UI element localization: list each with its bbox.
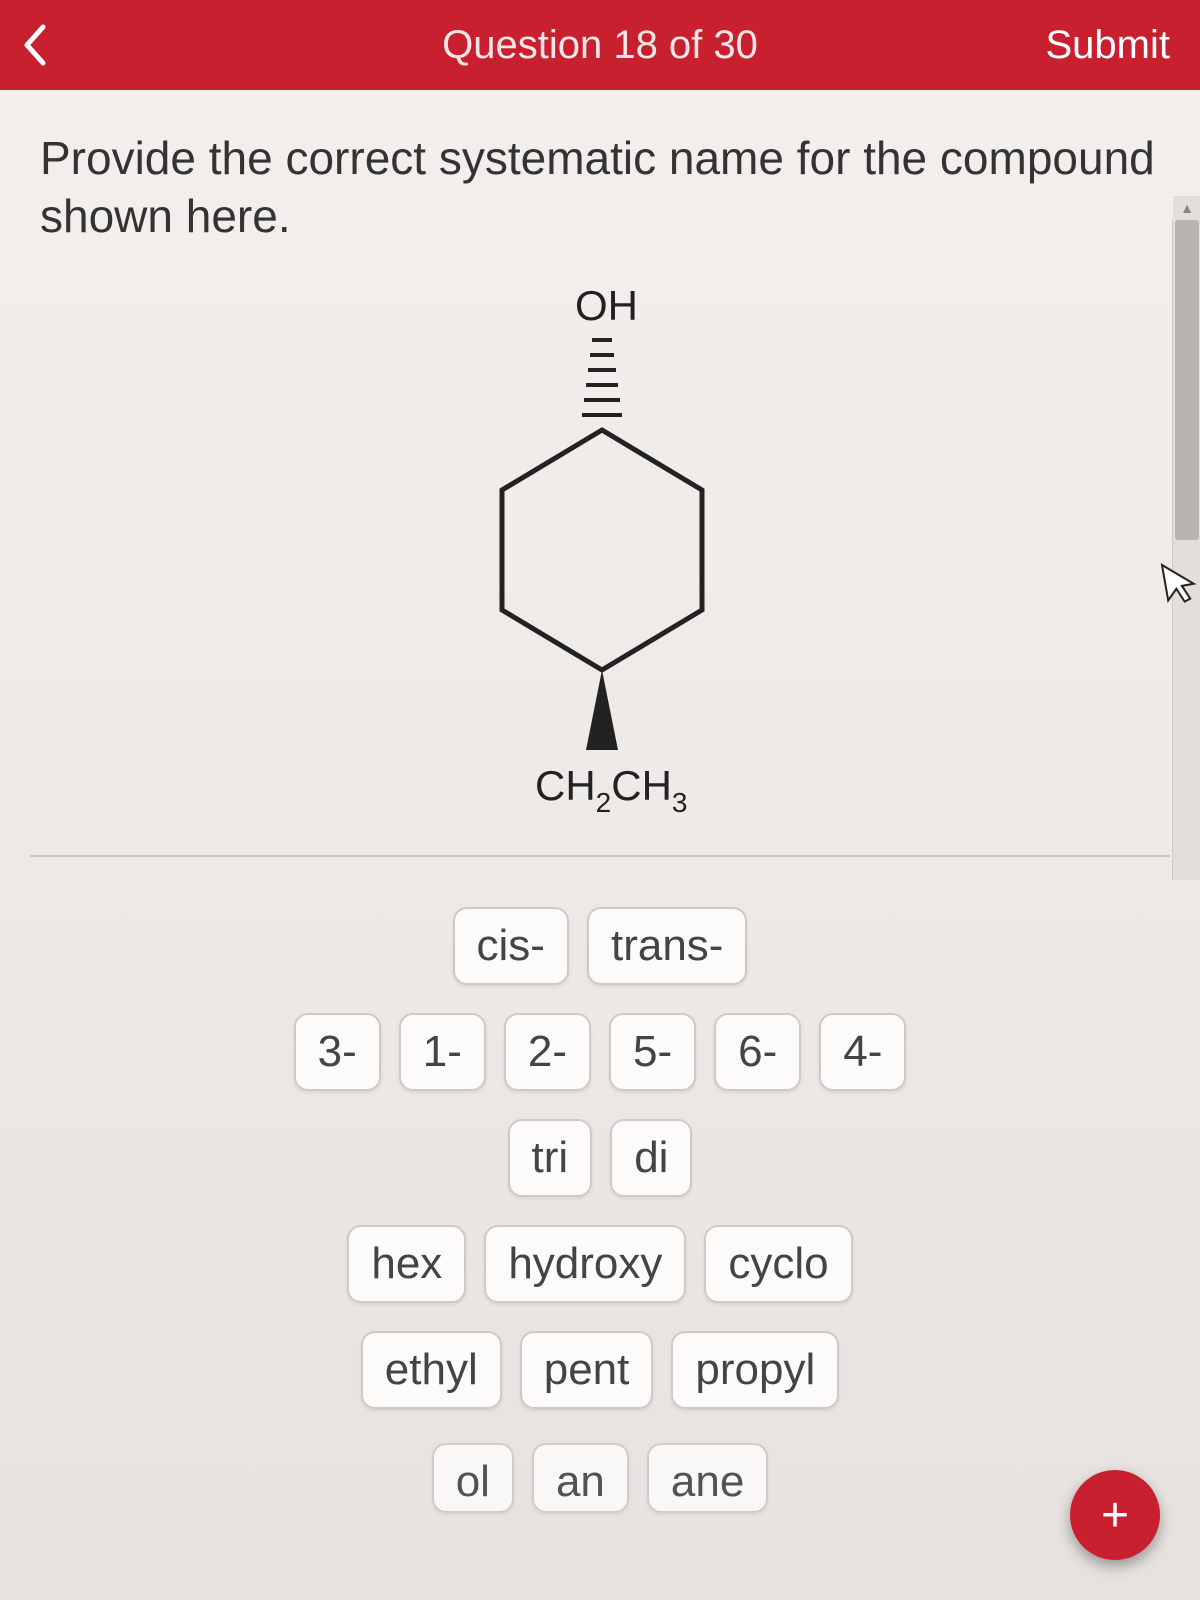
plus-icon: + — [1101, 1488, 1129, 1543]
tile-6[interactable]: 6- — [714, 1013, 801, 1091]
add-fab-button[interactable]: + — [1070, 1470, 1160, 1560]
tile-cis[interactable]: cis- — [453, 907, 569, 985]
back-button[interactable] — [0, 0, 70, 90]
tile-di[interactable]: di — [610, 1119, 692, 1197]
answer-tiles: cis- trans- 3- 1- 2- 5- 6- 4- tri di hex… — [30, 857, 1170, 1507]
hash-wedge — [582, 340, 622, 415]
app-header: Question 18 of 30 Submit — [0, 0, 1200, 90]
question-prompt: Provide the correct systematic name for … — [30, 120, 1170, 265]
molecule-svg: OH CH2CH3 — [420, 280, 780, 840]
tile-pent[interactable]: pent — [520, 1331, 654, 1409]
content-area: Provide the correct systematic name for … — [0, 90, 1200, 1600]
tile-row-2: tri di — [508, 1119, 693, 1197]
solid-wedge — [586, 670, 618, 750]
chevron-left-icon — [21, 23, 49, 67]
oh-label: OH — [575, 282, 638, 329]
tile-4[interactable]: 4- — [819, 1013, 906, 1091]
tile-3[interactable]: 3- — [294, 1013, 381, 1091]
molecule-diagram: OH CH2CH3 — [30, 265, 1170, 855]
tile-row-5: ol an ane — [432, 1443, 769, 1513]
tile-an[interactable]: an — [532, 1443, 629, 1513]
tile-row-3: hex hydroxy cyclo — [347, 1225, 852, 1303]
question-counter: Question 18 of 30 — [442, 23, 758, 68]
tile-tri[interactable]: tri — [508, 1119, 593, 1197]
tile-hex[interactable]: hex — [347, 1225, 466, 1303]
tile-trans[interactable]: trans- — [587, 907, 747, 985]
scrollbar[interactable]: ▲ — [1172, 220, 1200, 880]
submit-button[interactable]: Submit — [1046, 23, 1171, 68]
scroll-thumb[interactable] — [1175, 220, 1199, 540]
ethyl-label: CH2CH3 — [535, 762, 688, 818]
tile-ane[interactable]: ane — [647, 1443, 768, 1513]
tile-ol[interactable]: ol — [432, 1443, 514, 1513]
tile-row-1: 3- 1- 2- 5- 6- 4- — [294, 1013, 907, 1091]
tile-hydroxy[interactable]: hydroxy — [484, 1225, 686, 1303]
tile-row-0: cis- trans- — [453, 907, 748, 985]
scroll-up-arrow-icon[interactable]: ▲ — [1173, 196, 1200, 220]
tile-row-4: ethyl pent propyl — [361, 1331, 839, 1409]
tile-cyclo[interactable]: cyclo — [704, 1225, 852, 1303]
tile-ethyl[interactable]: ethyl — [361, 1331, 502, 1409]
tile-2[interactable]: 2- — [504, 1013, 591, 1091]
cyclohexane-ring — [502, 430, 702, 670]
tile-1[interactable]: 1- — [399, 1013, 486, 1091]
tile-propyl[interactable]: propyl — [671, 1331, 839, 1409]
tile-5[interactable]: 5- — [609, 1013, 696, 1091]
